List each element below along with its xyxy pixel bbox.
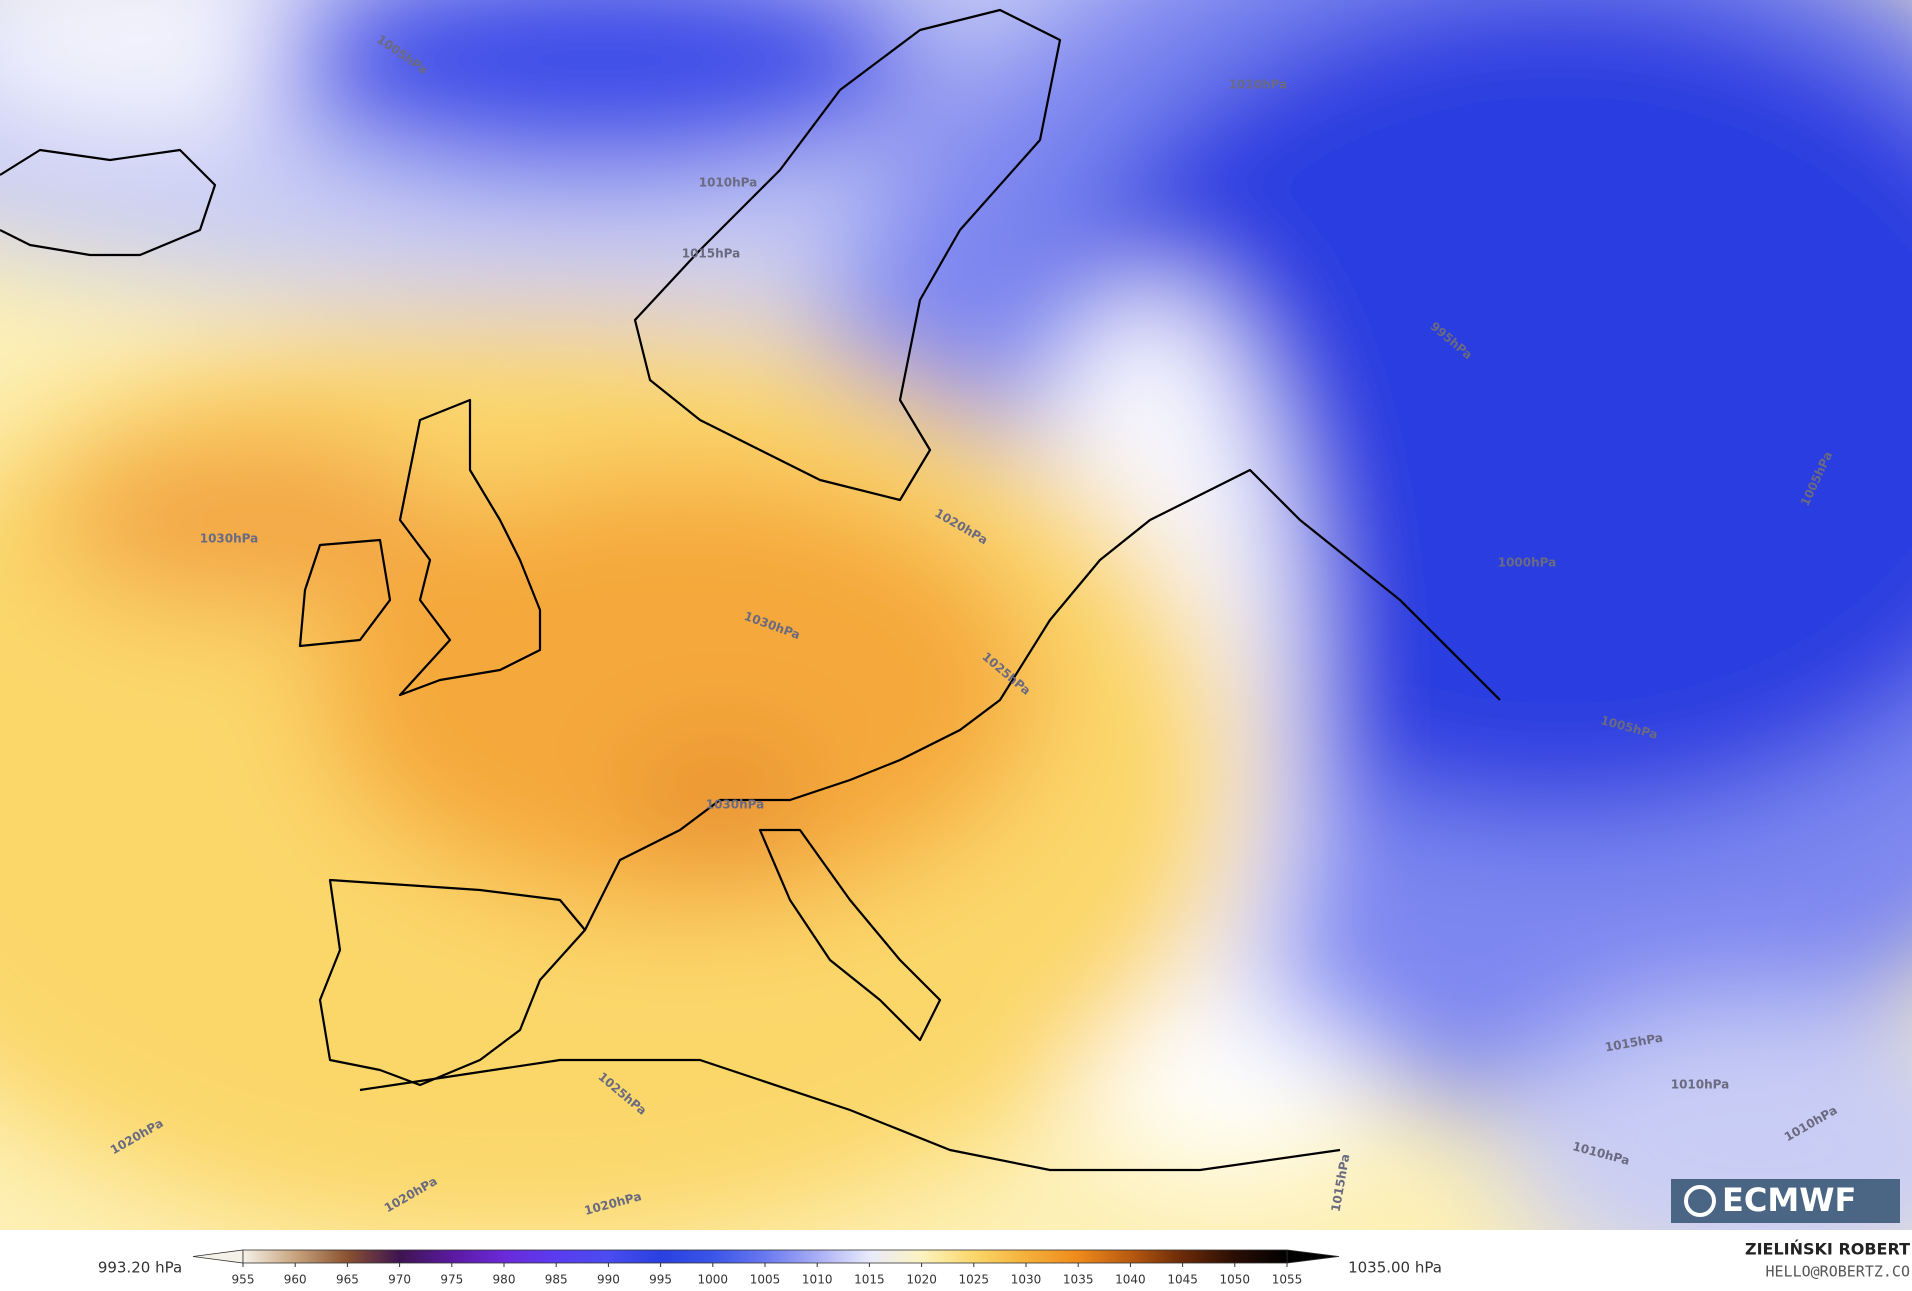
colorbar-tick-label: 1055 — [1272, 1273, 1303, 1287]
contour-label: 1010hPa — [1229, 78, 1288, 92]
colorbar-tick-label: 995 — [649, 1273, 672, 1287]
colorbar-tick-label: 1020 — [906, 1273, 937, 1287]
colorbar-tick-label: 1045 — [1167, 1273, 1198, 1287]
colorbar-tick-label: 1050 — [1220, 1273, 1251, 1287]
ecmwf-logo: ECMWF — [1671, 1179, 1900, 1223]
colorbar-tick-label: 955 — [232, 1273, 255, 1287]
email: HELLO@ROBERTZ.CO — [1766, 1263, 1911, 1281]
colorbar-tick-label: 970 — [388, 1273, 411, 1287]
logo-text: ECMWF — [1722, 1181, 1856, 1219]
colorbar-tick-label: 975 — [440, 1273, 463, 1287]
colorbar-min: 993.20 hPa — [98, 1259, 182, 1277]
colorbar-tick-label: 960 — [284, 1273, 307, 1287]
colorbar-tick-label: 1040 — [1115, 1273, 1146, 1287]
colorbar-tick-label: 990 — [597, 1273, 620, 1287]
colorbar: 993.20 hPa 1035.00 hPa 955 960 965 970 975 98… — [98, 1249, 1442, 1287]
contour-label: 1015hPa — [682, 247, 741, 261]
contour-label: 1010hPa — [1671, 1078, 1730, 1092]
contour-label: 1010hPa — [699, 176, 758, 190]
author: ZIELIŃSKI ROBERT — [1745, 1240, 1910, 1259]
colorbar-max: 1035.00 hPa — [1348, 1259, 1442, 1277]
colorbar-bar — [242, 1249, 1288, 1264]
colorbar-tick-label: 1030 — [1011, 1273, 1042, 1287]
contour-label: 1000hPa — [1498, 556, 1557, 570]
colorbar-tick-label: 1005 — [750, 1273, 781, 1287]
coastlines — [0, 8, 1501, 1172]
colorbar-tick-label: 965 — [336, 1273, 359, 1287]
colorbar-tick-label: 985 — [545, 1273, 568, 1287]
colorbar-tick-label: 1025 — [959, 1273, 990, 1287]
colorbar-tick-label: 1035 — [1063, 1273, 1094, 1287]
colorbar-tick-label: 1010 — [802, 1273, 833, 1287]
contour-label: 1030hPa — [200, 532, 259, 546]
colorbar-tick-label: 1000 — [698, 1273, 729, 1287]
contour-label: 1030hPa — [706, 798, 765, 812]
colorbar-tick-label: 1015 — [854, 1273, 885, 1287]
colorbar-tick-label: 980 — [493, 1273, 516, 1287]
